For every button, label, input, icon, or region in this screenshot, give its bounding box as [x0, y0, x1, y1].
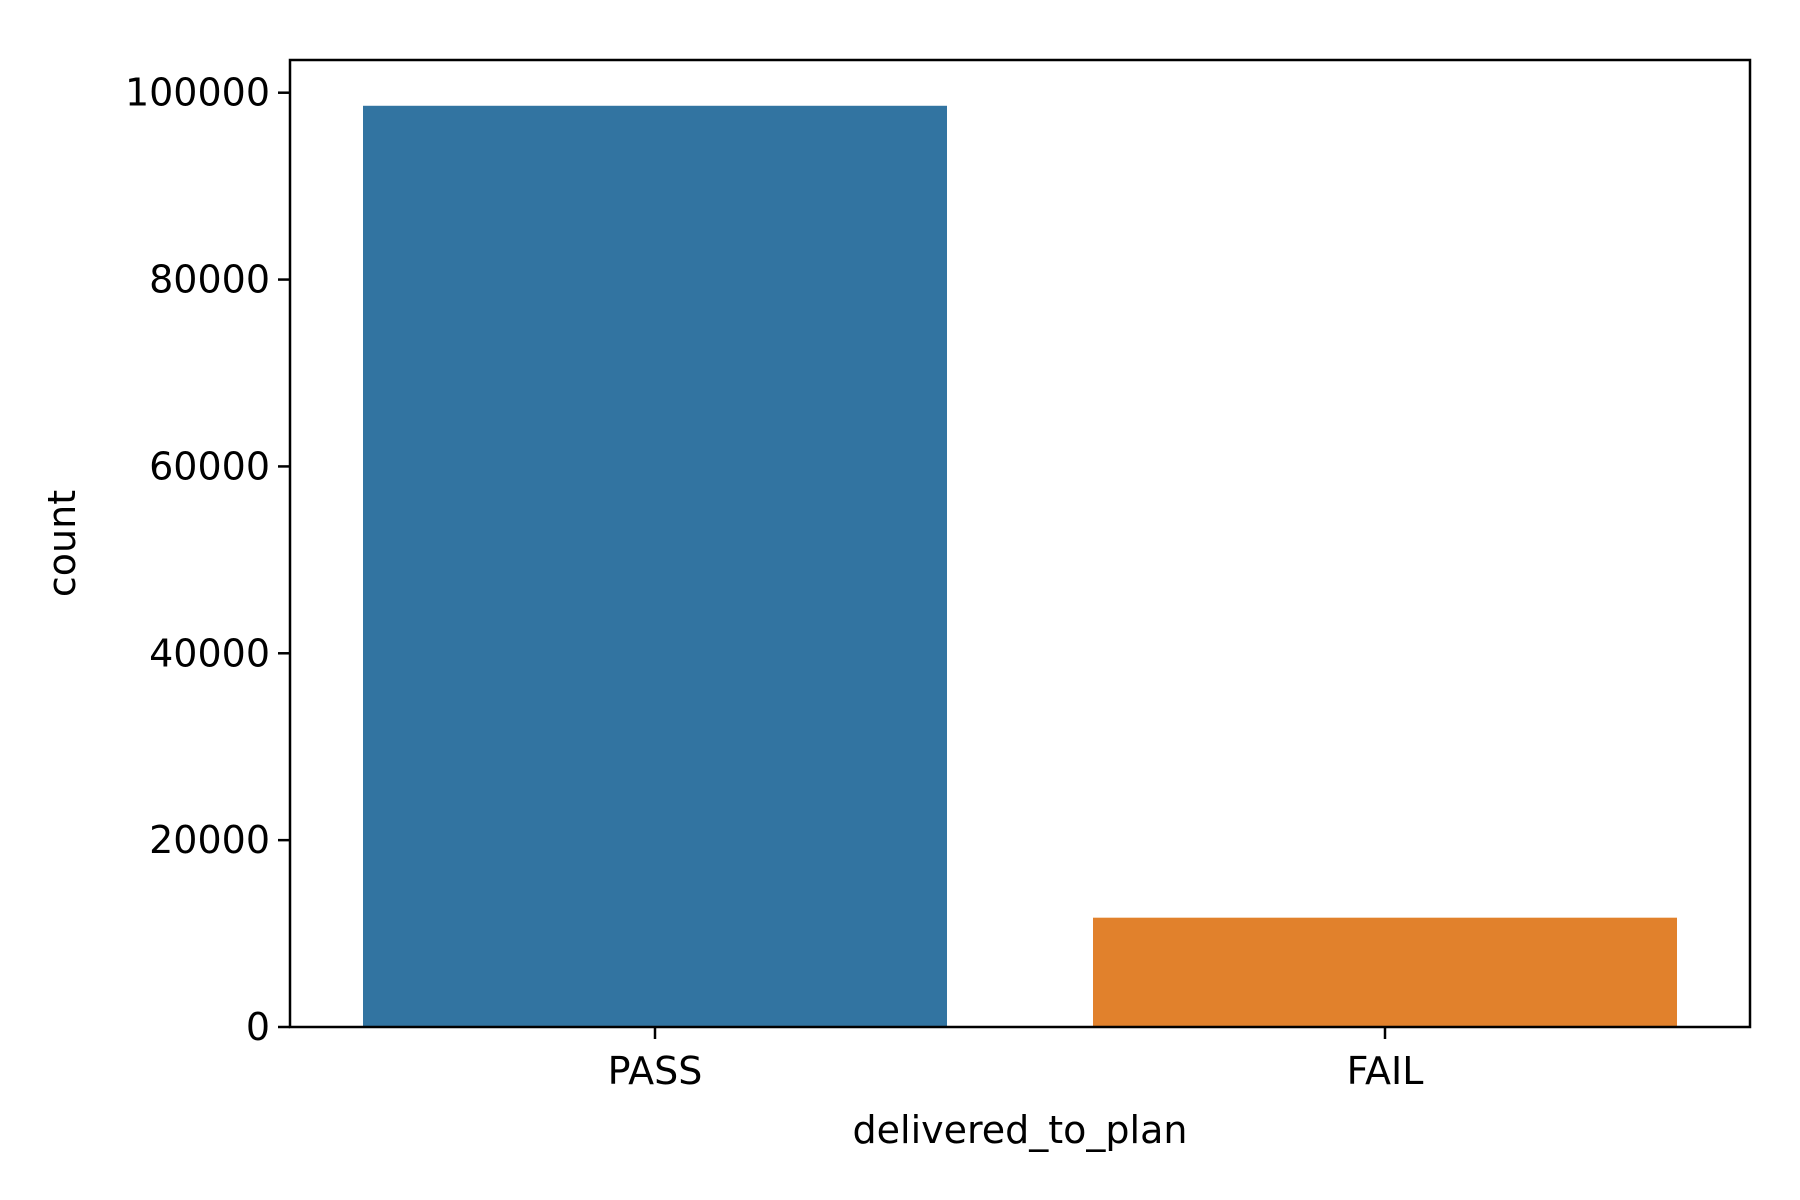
x-tick-label-fail: FAIL: [1347, 1049, 1424, 1093]
x-axis-label: delivered_to_plan: [853, 1108, 1188, 1152]
y-tick-label: 60000: [149, 444, 270, 488]
bar-pass: [363, 105, 947, 1027]
y-axis-ticks: 0 20000 40000 60000 80000 100000: [125, 71, 290, 1049]
y-axis-label: count: [40, 490, 84, 597]
bar-fail: [1093, 917, 1677, 1027]
y-tick-label: 80000: [149, 258, 270, 302]
x-tick-label-pass: PASS: [608, 1049, 703, 1093]
bars-layer: [363, 105, 1677, 1027]
y-tick-label: 0: [246, 1005, 270, 1049]
y-tick-label: 20000: [149, 818, 270, 862]
x-axis-ticks: PASS FAIL: [608, 1027, 1424, 1093]
y-tick-label: 40000: [149, 631, 270, 675]
plot-frame: [288, 58, 1752, 1029]
y-tick-label: 100000: [125, 71, 270, 115]
